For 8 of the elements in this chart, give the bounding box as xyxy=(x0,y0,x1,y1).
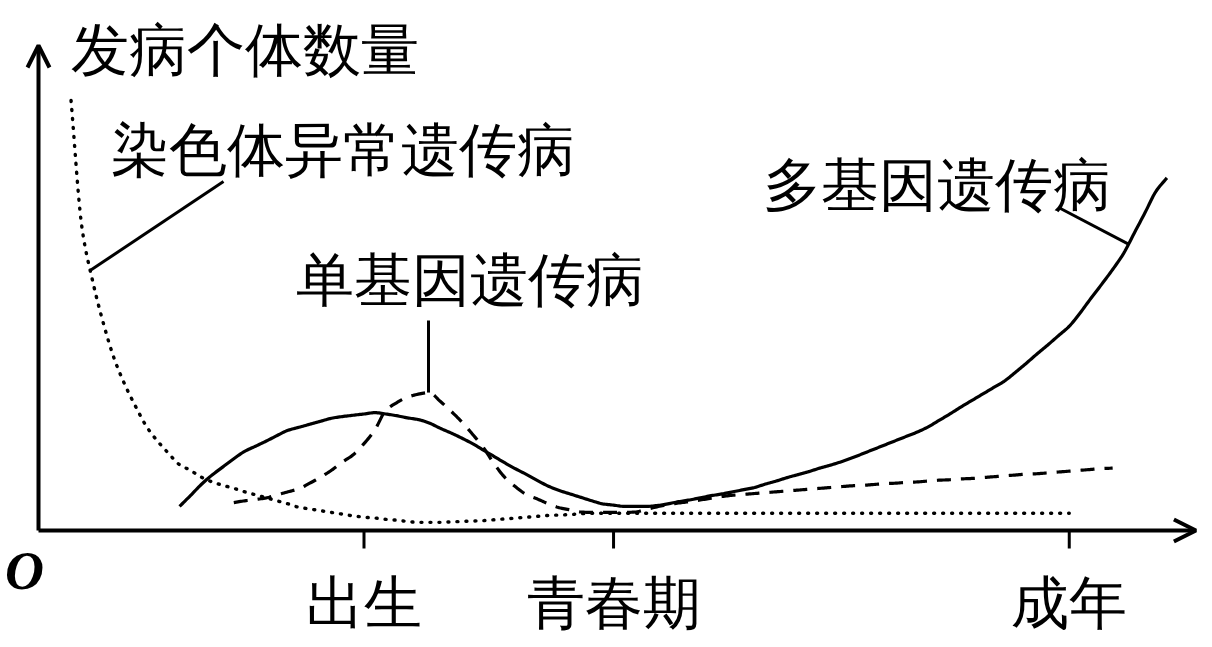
text: 单基因遗传病 xyxy=(295,248,644,313)
series-label: 多基因遗传病 xyxy=(762,153,1111,218)
x-tick-label: 出生 xyxy=(306,570,422,636)
series-label: 染色体异常遗传病 xyxy=(110,118,575,183)
x-tick-label: 青春期 xyxy=(526,570,701,636)
text: O xyxy=(5,540,44,601)
x-tick-label: 成年 xyxy=(1011,570,1128,636)
y-axis-title: 发病个体数量 xyxy=(70,18,419,83)
